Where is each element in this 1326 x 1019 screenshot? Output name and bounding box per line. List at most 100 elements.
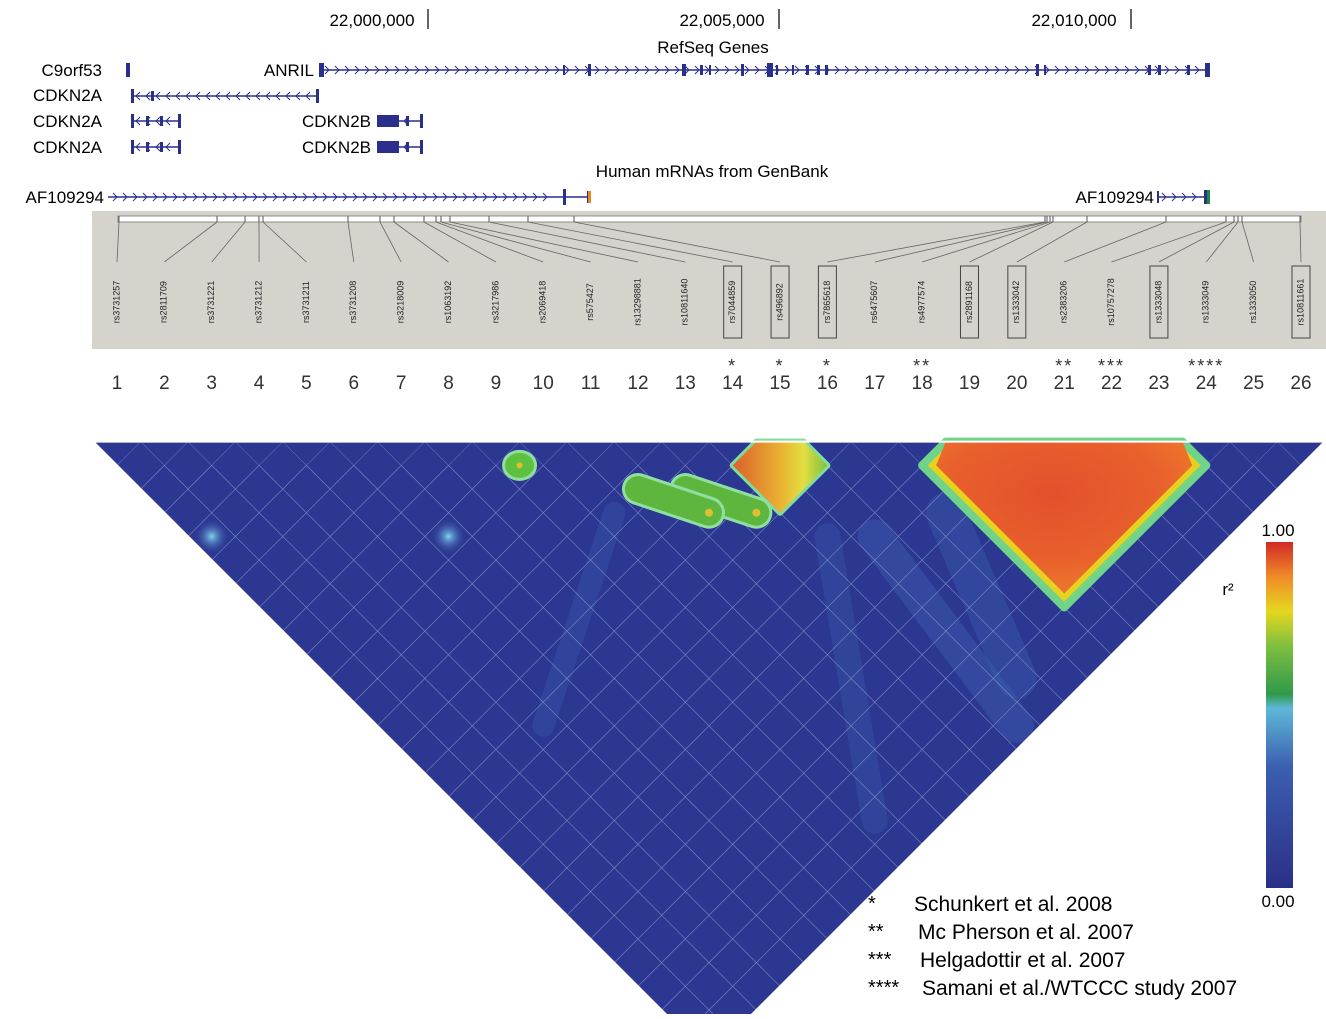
- mrna-label: AF109294: [1076, 188, 1154, 207]
- legend-text: Helgadottir et al. 2007: [920, 949, 1125, 972]
- exon: [806, 65, 809, 75]
- snp-number: 24: [1196, 373, 1218, 394]
- snp-id: rs7865618: [822, 281, 832, 324]
- snp-number: 22: [1101, 373, 1122, 394]
- exon: [319, 63, 324, 77]
- exon: [700, 65, 703, 75]
- snp-number: 9: [491, 373, 502, 394]
- exon: [563, 189, 566, 205]
- exon: [709, 65, 711, 75]
- snp-id: rs3731212: [253, 281, 263, 324]
- genomic-coordinates: 22,000,000 22,005,000 22,010,000: [329, 9, 1131, 30]
- exon: [151, 91, 154, 101]
- ld-glow: [194, 518, 230, 554]
- exon: [131, 89, 134, 103]
- coordinate-label: 22,005,000: [679, 11, 764, 30]
- snp-id: rs2811709: [159, 281, 169, 323]
- ld-heatmap: [93, 442, 1324, 1014]
- snp-number: 3: [206, 373, 217, 394]
- snp-id: rs3731208: [348, 281, 358, 324]
- ld-pocket-core: [705, 509, 713, 517]
- exon: [316, 89, 319, 103]
- exon: [1036, 64, 1039, 76]
- exon: [682, 64, 686, 76]
- snp-number: 13: [675, 373, 696, 394]
- ld-pocket-core: [517, 462, 523, 468]
- snp-id: rs7044859: [727, 281, 737, 324]
- legend-marker: ***: [868, 949, 892, 971]
- ld-glow: [431, 518, 467, 554]
- colorbar: [1266, 542, 1293, 888]
- exon: [741, 64, 744, 76]
- legend: * Schunkert et al. 2008 ** Mc Pherson et…: [868, 893, 1237, 1000]
- snp-number: 7: [396, 373, 407, 394]
- exon: [131, 140, 134, 154]
- snp-id: rs1333049: [1201, 281, 1211, 324]
- snp-number: 6: [349, 373, 360, 394]
- exon: [377, 115, 399, 127]
- exon: [160, 142, 163, 152]
- exon: [131, 114, 134, 128]
- exon: [588, 64, 591, 76]
- gene-label: C9orf53: [42, 61, 102, 80]
- exon: [563, 65, 565, 75]
- gene-label: CDKN2A: [33, 138, 103, 157]
- colorbar-title: r²: [1222, 580, 1234, 599]
- exon: [420, 114, 423, 128]
- exon: [792, 65, 794, 75]
- snp-id: rs10757278: [1106, 278, 1116, 326]
- mrna-track-title: Human mRNAs from GenBank: [596, 162, 829, 181]
- coordinate-label: 22,010,000: [1031, 11, 1116, 30]
- exon: [1205, 63, 1210, 77]
- snp-id: rs10811661: [1295, 279, 1305, 326]
- snp-number: 21: [1054, 373, 1075, 394]
- exon: [817, 65, 820, 75]
- exon: [1187, 65, 1190, 75]
- snp-number: 1: [112, 373, 123, 394]
- snp-number: 12: [627, 373, 648, 394]
- exon: [146, 116, 149, 126]
- snp-id: rs3731221: [206, 281, 216, 324]
- gene-labels: C9orf53 ANRIL CDKN2A CDKN2A CDKN2A CDKN2…: [26, 61, 1154, 207]
- exon: [1148, 65, 1151, 75]
- snp-number: 8: [443, 373, 454, 394]
- snp-id: rs1333042: [1011, 281, 1021, 324]
- snp-position-bar: [118, 216, 1301, 222]
- snp-id: rs575427: [585, 283, 595, 321]
- legend-text: Schunkert et al. 2008: [914, 893, 1112, 916]
- legend-marker: ****: [868, 977, 899, 999]
- exon: [1207, 190, 1210, 204]
- snp-id: rs2383206: [1059, 281, 1069, 324]
- snp-id: rs13298881: [632, 278, 642, 326]
- snp-id: rs4977574: [916, 281, 926, 324]
- exon: [406, 142, 409, 152]
- exon: [146, 142, 149, 152]
- exon: [1157, 191, 1159, 203]
- gene-tracks: [108, 63, 1210, 205]
- exon: [160, 116, 163, 126]
- gene-label: CDKN2A: [33, 112, 103, 131]
- gene-label: ANRIL: [264, 61, 314, 80]
- snp-id: rs1333048: [1153, 281, 1163, 324]
- snp-id: rs1063192: [443, 281, 453, 324]
- exon: [126, 63, 130, 77]
- snp-id: rs2891168: [964, 281, 974, 323]
- exon: [406, 116, 409, 126]
- snp-number: 26: [1290, 373, 1311, 394]
- snp-id: rs6475607: [869, 281, 879, 324]
- exon: [825, 65, 828, 75]
- exon: [420, 140, 423, 154]
- legend-marker: *: [868, 893, 876, 915]
- exon: [178, 140, 181, 154]
- gene-label: CDKN2A: [33, 86, 103, 105]
- snp-number: 16: [817, 373, 838, 394]
- snp-number: 2: [159, 373, 170, 394]
- snp-id: rs3218009: [396, 281, 406, 324]
- exon: [588, 191, 591, 203]
- exon: [776, 65, 778, 75]
- legend-text: Samani et al./WTCCC study 2007: [922, 977, 1237, 1000]
- gene-label: CDKN2B: [302, 112, 371, 131]
